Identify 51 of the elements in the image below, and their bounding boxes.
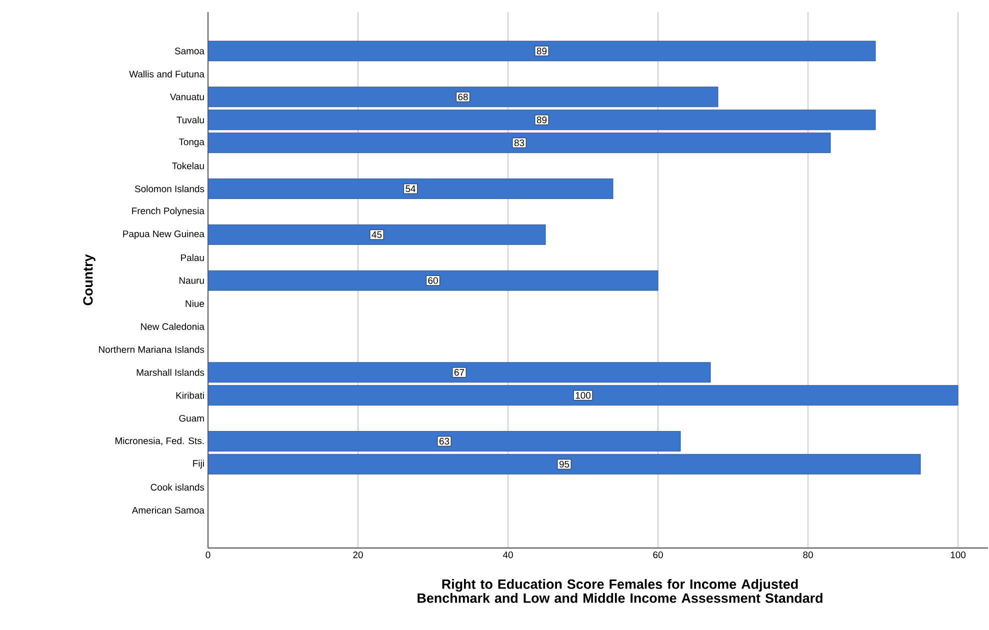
x-tick-label: 0 bbox=[206, 552, 210, 558]
bar bbox=[208, 362, 711, 383]
bar bbox=[208, 178, 614, 199]
y-tick-label: Solomon Islands bbox=[134, 185, 204, 192]
y-tick-label: French Polynesia bbox=[132, 207, 204, 216]
bar bbox=[208, 86, 718, 108]
x-tick-label: 20 bbox=[353, 552, 363, 558]
y-tick-label: Guam bbox=[179, 414, 204, 422]
y-tick-label: Tuvalu bbox=[176, 116, 204, 124]
bar bbox=[208, 385, 958, 406]
data-label: 68 bbox=[458, 94, 468, 100]
data-label: 60 bbox=[428, 277, 438, 284]
data-label: 45 bbox=[372, 231, 382, 238]
data-label: 89 bbox=[536, 48, 547, 54]
y-tick-label: Kiribati bbox=[176, 392, 204, 399]
y-tick-label: Wallis and Futuna bbox=[129, 70, 204, 78]
x-tick-label: 40 bbox=[502, 552, 513, 558]
data-label: 63 bbox=[439, 438, 450, 445]
x-tick-label: 60 bbox=[653, 552, 663, 558]
y-tick-label: Niue bbox=[186, 300, 204, 307]
y-tick-label: Micronesia, Fed. Sts. bbox=[116, 437, 204, 446]
data-label: 89 bbox=[536, 116, 547, 124]
y-tick-label: American Samoa bbox=[132, 506, 204, 514]
y-tick-label: Northern Mariana Islands bbox=[99, 346, 204, 353]
bar bbox=[208, 110, 876, 130]
bar bbox=[208, 224, 546, 245]
y-tick-label: Marshall Islands bbox=[136, 368, 204, 376]
y-tick-label: Vanuatu bbox=[170, 94, 204, 100]
y-tick-label: Tonga bbox=[178, 138, 204, 148]
y-tick-label: Cook islands bbox=[150, 484, 204, 491]
y-tick-label: Palau bbox=[181, 254, 204, 262]
y-tick-label: Papua New Guinea bbox=[123, 230, 204, 240]
y-tick-label: Tokelau bbox=[172, 162, 204, 170]
y-tick-label: Nauru bbox=[179, 277, 204, 284]
bar bbox=[208, 41, 876, 61]
data-label: 100 bbox=[576, 392, 591, 399]
data-label: 67 bbox=[454, 369, 464, 376]
x-tick-label: 100 bbox=[950, 552, 966, 558]
x-tick-label: 80 bbox=[803, 552, 813, 558]
x-axis-title: Right to Education Score Females for Income Adjusted Benchmark and Low and Middle Income Assessment Standard bbox=[418, 579, 822, 603]
data-label: 83 bbox=[514, 139, 524, 146]
data-label: 54 bbox=[406, 185, 416, 192]
y-tick-label: Fiji bbox=[193, 460, 204, 469]
bar bbox=[208, 454, 921, 474]
bar bbox=[208, 431, 681, 452]
bar bbox=[208, 270, 658, 291]
y-tick-label: New Caledonia bbox=[141, 322, 204, 330]
y-tick-label: Samoa bbox=[174, 48, 204, 54]
data-label: 95 bbox=[559, 460, 570, 468]
y-axis-title: Country bbox=[83, 254, 96, 306]
bar bbox=[208, 132, 831, 154]
